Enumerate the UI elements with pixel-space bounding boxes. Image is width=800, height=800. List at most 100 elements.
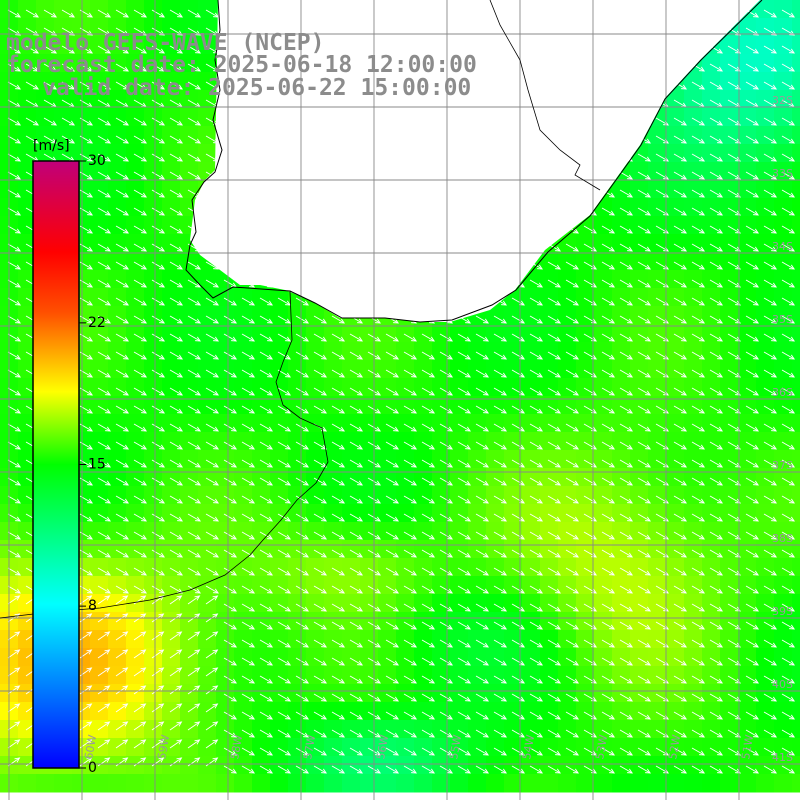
wind-arrow (223, 351, 238, 360)
wind-arrow (223, 585, 238, 594)
field-cell (126, 306, 145, 325)
wind-arrow (403, 747, 418, 756)
field-cell (486, 342, 505, 361)
field-cell (666, 378, 685, 397)
wind-arrow (601, 639, 616, 648)
wind-arrow (637, 567, 652, 576)
field-cell (396, 540, 415, 559)
field-cell (468, 558, 487, 577)
field-cell (180, 126, 199, 145)
wind-arrow (637, 405, 652, 414)
field-cell (252, 450, 271, 469)
wind-arrow (619, 693, 634, 702)
field-cell (216, 306, 235, 325)
field-cell (792, 342, 800, 361)
field-cell (522, 540, 541, 559)
field-cell (216, 324, 235, 343)
field-cell (720, 90, 739, 109)
field-cell (252, 342, 271, 361)
wind-arrow (763, 45, 778, 54)
field-cell (720, 720, 739, 739)
field-cell (540, 468, 559, 487)
wind-arrow (331, 333, 346, 342)
field-cell (630, 360, 649, 379)
wind-arrow (259, 693, 274, 702)
wind-arrow (601, 207, 616, 216)
wind-arrow (709, 261, 724, 270)
wind-arrow (223, 693, 238, 702)
wind-arrow (529, 531, 544, 540)
wind-arrow (457, 531, 472, 540)
field-cell (612, 198, 631, 217)
wind-arrow (205, 405, 220, 414)
field-cell (756, 252, 775, 271)
field-cell (792, 432, 800, 451)
wind-arrow (385, 567, 400, 576)
field-cell (108, 450, 127, 469)
wind-arrow (313, 459, 328, 468)
wind-arrow (169, 369, 184, 378)
wind-arrow (475, 603, 490, 612)
wind-arrow (349, 747, 364, 756)
wind-arrow (547, 675, 562, 684)
wind-arrow (331, 765, 346, 774)
wind-arrow (475, 477, 490, 486)
field-cell (684, 324, 703, 343)
field-cell (612, 360, 631, 379)
field-cell (774, 774, 793, 793)
wind-arrow (223, 477, 238, 486)
field-cell (684, 108, 703, 127)
wind-arrow (475, 405, 490, 414)
wind-arrow (691, 153, 706, 162)
field-cell (144, 432, 163, 451)
wind-arrow (7, 585, 22, 594)
wind-arrow (97, 405, 112, 414)
wind-arrow (565, 279, 580, 288)
field-cell (126, 504, 145, 523)
field-cell (342, 774, 361, 793)
wind-arrow (745, 369, 760, 378)
wind-arrow (637, 765, 652, 774)
field-cell (306, 504, 325, 523)
field-cell (36, 0, 55, 19)
wind-arrow (259, 387, 274, 396)
field-cell (792, 414, 800, 433)
field-cell (612, 270, 631, 289)
wind-arrow (691, 495, 706, 504)
wind-arrow (97, 721, 111, 731)
field-cell (234, 522, 253, 541)
field-cell (738, 126, 757, 145)
wind-arrow (709, 387, 724, 396)
field-cell (684, 342, 703, 361)
wind-arrow (151, 739, 165, 749)
wind-arrow (727, 747, 742, 756)
field-cell (144, 126, 163, 145)
wind-arrow (331, 477, 346, 486)
field-cell (792, 18, 800, 37)
field-cell (360, 450, 379, 469)
field-cell (108, 522, 127, 541)
wind-arrow (691, 207, 706, 216)
wind-arrow (97, 189, 112, 198)
field-cell (198, 486, 217, 505)
field-cell (198, 468, 217, 487)
wind-arrow (277, 729, 292, 738)
wind-arrow (781, 81, 796, 90)
field-cell (630, 414, 649, 433)
wind-arrow (403, 531, 418, 540)
field-cell (360, 630, 379, 649)
field-cell (486, 756, 505, 775)
wind-arrow (223, 639, 238, 648)
field-cell (180, 180, 199, 199)
field-cell (702, 630, 721, 649)
field-cell (648, 756, 667, 775)
wind-arrow (727, 567, 742, 576)
field-cell (738, 540, 757, 559)
field-cell (468, 630, 487, 649)
field-cell (450, 540, 469, 559)
latitude-label: 32S (772, 94, 793, 107)
field-cell (684, 252, 703, 271)
wind-arrow (151, 45, 166, 54)
field-cell (306, 666, 325, 685)
field-cell (252, 432, 271, 451)
